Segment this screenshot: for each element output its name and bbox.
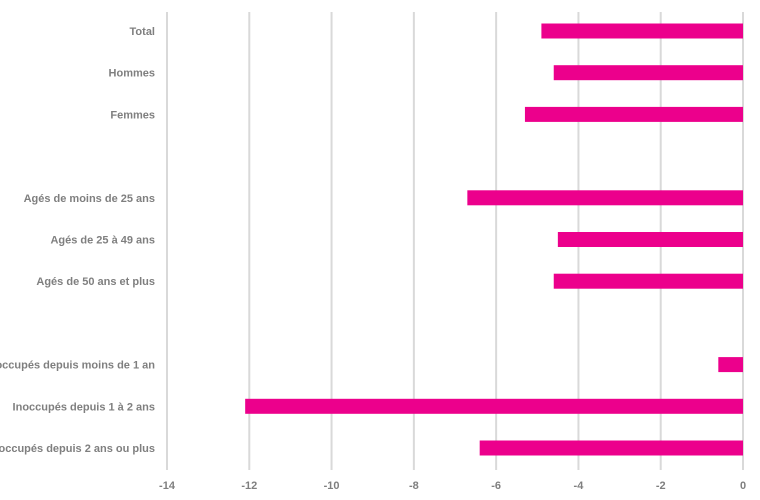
bar: [557, 232, 743, 247]
bar: [718, 357, 743, 373]
category-label: Agés de moins de 25 ans: [24, 193, 155, 205]
category-label: Inoccupés depuis 2 ans ou plus: [0, 443, 155, 455]
bar: [245, 398, 743, 414]
x-tick-label: -6: [491, 480, 501, 492]
x-tick-label: -10: [324, 480, 340, 492]
category-label: Inoccupés depuis moins de 1 an: [0, 360, 155, 372]
x-tick-label: -2: [656, 480, 666, 492]
category-label: Agés de 25 à 49 ans: [50, 235, 155, 247]
bar: [553, 273, 743, 289]
bar: [541, 23, 743, 39]
x-tick-label: -14: [159, 480, 176, 492]
category-label: Inoccupés depuis 1 à 2 ans: [13, 401, 155, 413]
category-labels: Total Hommes Femmes Agés de moins de 25 ans…: [0, 26, 155, 455]
bar: [479, 440, 743, 456]
bars: [245, 23, 743, 456]
category-label: Hommes: [109, 68, 155, 80]
x-tick-label: 0: [740, 480, 746, 492]
category-label: Agés de 50 ans et plus: [36, 276, 155, 288]
x-tick-label: -4: [574, 480, 585, 492]
bar: [467, 190, 743, 206]
bar: [553, 65, 743, 81]
category-label: Total: [130, 26, 155, 38]
bar: [524, 106, 743, 122]
category-label: Femmes: [110, 109, 155, 121]
x-tick-label: -8: [409, 480, 419, 492]
x-tick-label: -12: [241, 480, 257, 492]
x-axis-tick-labels: -14 -12 -10 -8 -6 -4 -2 0: [159, 480, 746, 492]
